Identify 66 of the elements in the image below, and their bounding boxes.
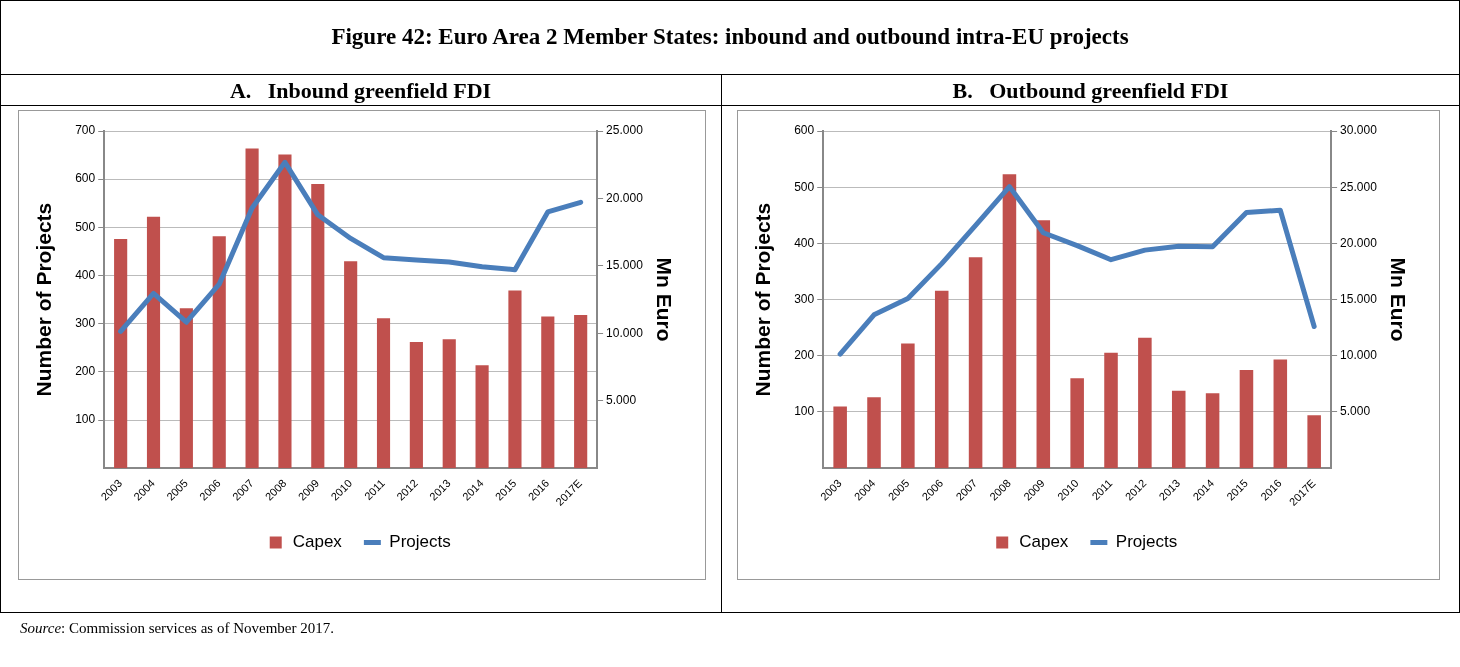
bar	[475, 365, 489, 469]
y-tick-label: 400	[75, 267, 96, 282]
bar	[574, 314, 588, 469]
bar	[1239, 370, 1254, 469]
y-tick-label: 600	[75, 171, 96, 186]
legend-label: Capex	[292, 532, 343, 552]
y-tick-label: 200	[75, 364, 96, 379]
bar	[1307, 415, 1321, 469]
y2-tick-label: 10.000	[606, 325, 644, 340]
bar	[409, 341, 423, 469]
legend-label: Projects	[1115, 532, 1178, 552]
bar	[1070, 378, 1084, 469]
y-tick-label: 700	[75, 123, 96, 138]
y-tick-label: 100	[75, 412, 96, 427]
bar	[114, 238, 128, 469]
y2-tick-label: 25.000	[606, 123, 644, 138]
bar	[311, 184, 325, 469]
bar	[146, 216, 161, 469]
bar	[278, 154, 292, 469]
y-tick-label: 100	[794, 404, 815, 419]
y2-tick-label: 25.000	[1340, 179, 1378, 194]
bar	[179, 308, 193, 469]
y-tick-label: 400	[794, 235, 815, 250]
text: Figure 42: Euro Area 2 Member States: inbound and outbound intra-EU projects	[0, 0, 1460, 75]
y-tick-label: 500	[794, 179, 815, 194]
chart-title: A. Inbound greenfield FDI	[228, 78, 493, 104]
y2-axis-title: Mn Euro	[652, 257, 676, 342]
y2-tick-label: 5.000	[1340, 404, 1371, 419]
bar	[1104, 352, 1118, 469]
bar	[833, 406, 847, 469]
bar	[376, 318, 391, 469]
y-tick-label: 300	[794, 291, 815, 306]
y2-tick-label: 15.000	[1340, 291, 1378, 306]
bar	[344, 261, 358, 469]
y2-tick-label: 20.000	[606, 190, 644, 205]
y2-tick-label: 15.000	[606, 258, 644, 273]
y-axis-title: Number of Projects	[32, 202, 56, 397]
bar	[1036, 220, 1051, 469]
bar	[245, 148, 259, 469]
bar	[442, 339, 456, 469]
source-note: Source: Commission services as of November 2017.	[20, 620, 334, 636]
bar	[901, 343, 915, 469]
legend-label: Capex	[1019, 532, 1069, 552]
bar	[1138, 337, 1152, 469]
chart-title: B. Outbound greenfield FDI	[951, 78, 1230, 104]
y-tick-label: 300	[75, 315, 96, 330]
y-tick-label: 600	[794, 123, 815, 138]
bar	[1171, 390, 1186, 469]
y-tick-label: 200	[794, 348, 815, 363]
bar	[867, 397, 881, 469]
y2-tick-label: 10.000	[1340, 348, 1378, 363]
bar	[1002, 174, 1017, 469]
bar	[1205, 393, 1220, 469]
y-tick-label: 500	[75, 219, 96, 234]
y2-axis-title: Mn Euro	[1386, 257, 1410, 342]
bar	[934, 290, 949, 469]
bar	[508, 290, 522, 469]
y2-tick-label: 20.000	[1340, 235, 1378, 250]
bar	[968, 257, 983, 469]
y-axis-title: Number of Projects	[751, 202, 775, 397]
y2-tick-label: 30.000	[1340, 123, 1378, 138]
legend-label: Projects	[389, 532, 451, 552]
bar	[212, 236, 226, 469]
bar	[1273, 359, 1288, 469]
y2-tick-label: 5.000	[606, 393, 637, 408]
bar	[541, 316, 555, 469]
